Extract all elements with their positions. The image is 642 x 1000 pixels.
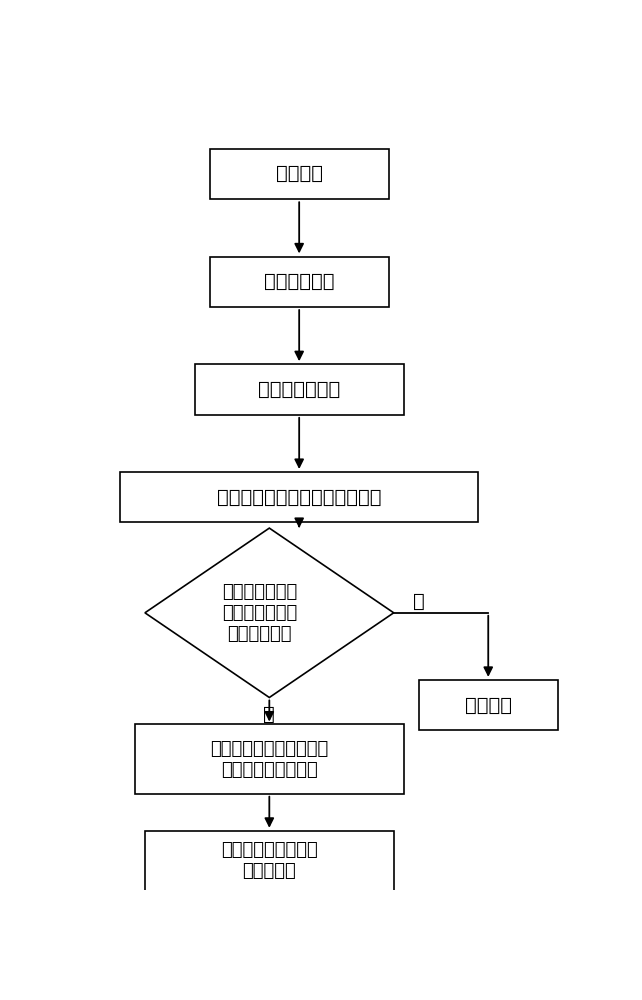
Bar [135,724,404,794]
Text: 监控软件: 监控软件 [275,164,323,183]
Bar [419,680,558,730]
Text: 是: 是 [263,705,275,724]
Bar [209,257,389,307]
Bar [120,472,478,522]
Text: 手操器设定温度恢复
为节能温度: 手操器设定温度恢复 为节能温度 [221,841,318,880]
Text: 不做处理: 不做处理 [465,696,512,715]
Bar [209,149,389,199]
Bar [195,364,404,415]
Bar [145,831,394,891]
Text: 通讯模块接收命: 通讯模块接收命 [258,380,340,399]
Text: 下发节能命令: 下发节能命令 [264,272,334,291]
Text: 手操器设定温度
发生了不在节能
范围内的变化: 手操器设定温度 发生了不在节能 范围内的变化 [221,583,297,643]
Text: 通讯模块发送强制手操器
设定节能温度的命令: 通讯模块发送强制手操器 设定节能温度的命令 [210,740,329,778]
Text: 否: 否 [413,592,424,611]
Polygon shape [145,528,394,698]
Text: 通讯模块判断手操器温度设定值: 通讯模块判断手操器温度设定值 [217,488,381,507]
